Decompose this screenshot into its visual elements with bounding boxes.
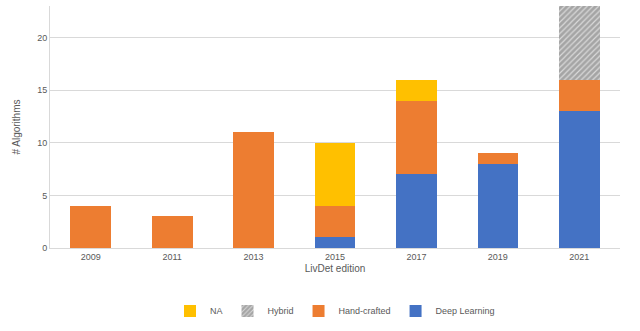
svg-text:2021: 2021 [569, 252, 589, 262]
svg-text:5: 5 [42, 191, 47, 201]
svg-text:2009: 2009 [81, 252, 101, 262]
svg-text:LivDet edition: LivDet edition [305, 263, 366, 274]
svg-text:Deep Learning: Deep Learning [436, 306, 495, 316]
svg-text:2013: 2013 [244, 252, 264, 262]
svg-text:15: 15 [37, 85, 47, 95]
svg-text:Hybrid: Hybrid [268, 306, 294, 316]
svg-text:0: 0 [42, 243, 47, 253]
svg-text:20: 20 [37, 33, 47, 43]
svg-text:2015: 2015 [325, 252, 345, 262]
svg-text:Hand-crafted: Hand-crafted [339, 306, 391, 316]
svg-text:NA: NA [210, 306, 223, 316]
svg-text:2017: 2017 [406, 252, 426, 262]
svg-text:2011: 2011 [162, 252, 181, 262]
svg-text:# Algorithms: # Algorithms [11, 99, 22, 154]
svg-text:2019: 2019 [488, 252, 508, 262]
svg-text:10: 10 [37, 138, 47, 148]
